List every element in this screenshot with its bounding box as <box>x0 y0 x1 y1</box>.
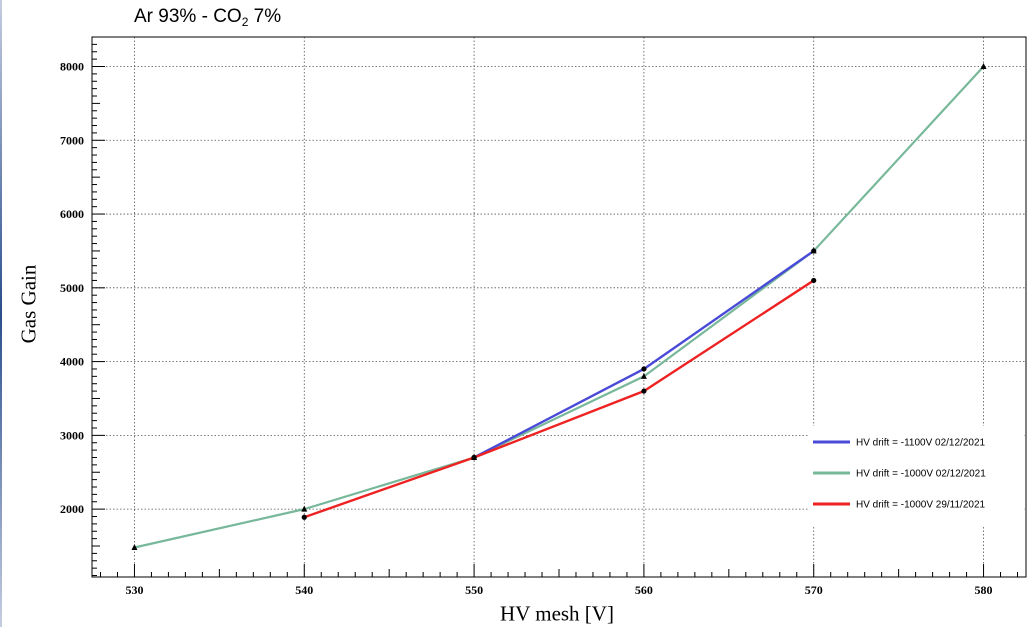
y-tick-label: 4000 <box>60 355 84 369</box>
y-tick-label: 3000 <box>60 428 84 442</box>
series-line <box>303 279 815 519</box>
data-point-triangle <box>301 505 308 512</box>
x-axis-label: HV mesh [V] <box>500 601 614 626</box>
data-point-circle <box>811 277 817 284</box>
y-tick-label: 7000 <box>60 133 84 147</box>
data-point-circle <box>301 514 307 520</box>
y-tick-label: 2000 <box>60 502 84 516</box>
x-tick-label: 560 <box>635 583 653 597</box>
chart-title-tail: 7% <box>248 6 282 27</box>
data-point-circle <box>641 366 647 372</box>
data-point-triangle <box>640 372 647 379</box>
y-tick-label: 5000 <box>60 281 84 295</box>
x-tick-label: 570 <box>805 583 823 597</box>
x-tick-label: 530 <box>125 583 143 597</box>
x-tick-label: 550 <box>465 583 483 597</box>
legend-label: HV drift = -1100V 02/12/2021 <box>856 438 986 449</box>
y-tick-label: 6000 <box>60 207 84 221</box>
data-point-circle <box>471 454 477 461</box>
x-tick-label: 540 <box>295 583 313 597</box>
y-tick-label: 8000 <box>60 60 84 74</box>
legend-label: HV drift = -1000V 02/12/2021 <box>856 469 986 480</box>
series-line <box>134 65 985 549</box>
chart-title-main: Ar 93% - CO <box>134 6 242 27</box>
data-point-triangle <box>980 63 987 70</box>
data-point-circle <box>811 248 817 254</box>
window-edge <box>0 0 2 627</box>
legend-label: HV drift = -1000V 29/11/2021 <box>856 500 986 511</box>
chart-title-subscript: 2 <box>241 15 249 29</box>
chart-title: Ar 93% - CO2 7% <box>134 6 281 29</box>
data-point-triangle <box>131 543 138 550</box>
data-point-circle <box>641 388 647 394</box>
x-tick-label: 580 <box>975 583 993 597</box>
